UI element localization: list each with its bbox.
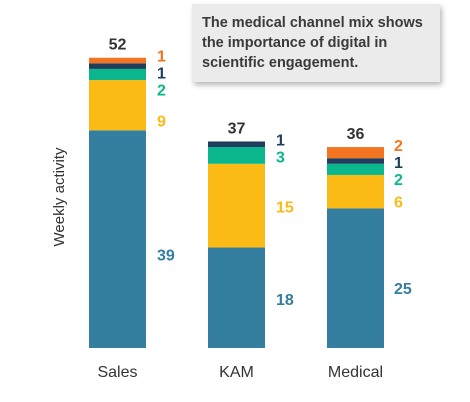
segment-value-label-sales-2: 9: [157, 113, 166, 130]
y-axis-label: Weekly activity: [51, 147, 68, 246]
bar-segment-medical-1: [327, 208, 384, 348]
segment-value-label-sales-1: 39: [157, 247, 175, 264]
bar-segment-sales-5: [89, 57, 146, 64]
segment-value-label-kam-2: 15: [276, 200, 294, 217]
segment-value-label-medical-4: 1: [394, 155, 403, 172]
bar-segment-kam-4: [208, 141, 265, 148]
segment-value-label-sales-4: 1: [157, 66, 166, 83]
segment-value-label-kam-3: 3: [276, 149, 285, 166]
segment-value-label-medical-5: 2: [394, 138, 403, 155]
segment-value-label-medical-3: 2: [394, 172, 403, 189]
bar-segment-kam-1: [208, 247, 265, 348]
bar-segment-sales-4: [89, 63, 146, 69]
x-tick-label-medical: Medical: [328, 364, 383, 381]
x-tick-label-kam: KAM: [219, 364, 254, 381]
segment-value-label-kam-1: 18: [276, 292, 294, 309]
bar-segment-medical-5: [327, 147, 384, 159]
annotation-text: The medical channel mix shows the import…: [202, 15, 423, 71]
segment-value-label-sales-3: 2: [157, 83, 166, 100]
bar-segment-sales-3: [89, 68, 146, 81]
segment-value-label-medical-1: 25: [394, 281, 412, 298]
x-tick-label-sales: Sales: [97, 364, 137, 381]
annotation-callout: The medical channel mix shows the import…: [192, 4, 440, 82]
bar-segment-kam-3: [208, 147, 265, 164]
segment-value-label-sales-5: 1: [157, 49, 166, 66]
bar-segment-medical-2: [327, 174, 384, 209]
bar-total-label-kam: 37: [228, 120, 246, 137]
bar-total-label-medical: 36: [347, 126, 365, 143]
segment-value-label-kam-4: 1: [276, 132, 285, 149]
bar-segment-sales-2: [89, 80, 146, 131]
bar-segment-medical-4: [327, 158, 384, 164]
bar-segment-sales-1: [89, 130, 146, 348]
bar-total-label-sales: 52: [109, 37, 127, 54]
segment-value-label-medical-2: 6: [394, 194, 403, 211]
bar-segment-kam-2: [208, 163, 265, 248]
bar-segment-medical-3: [327, 163, 384, 175]
